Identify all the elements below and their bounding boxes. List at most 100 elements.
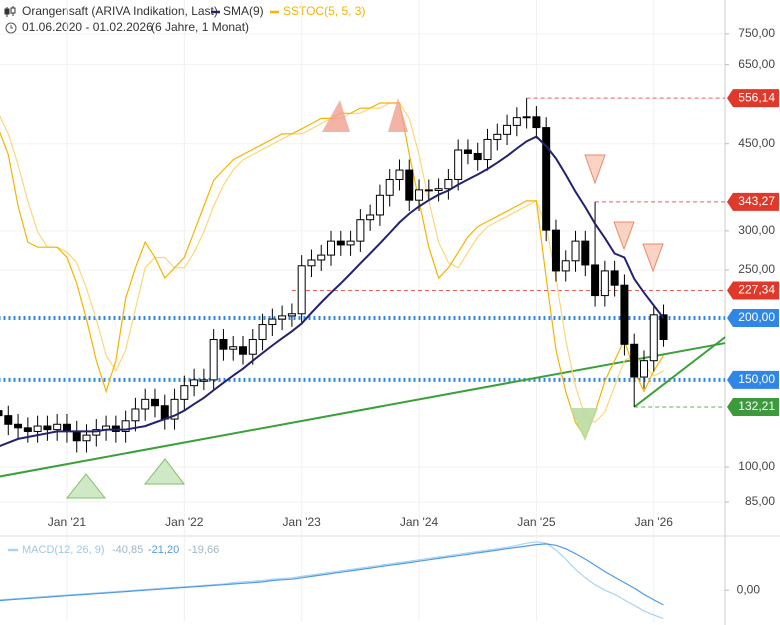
candle-body xyxy=(493,133,502,140)
candle-body xyxy=(336,240,345,246)
candle-body xyxy=(395,169,404,180)
candle-body xyxy=(317,254,326,261)
y-tick-label: 100,00 xyxy=(738,459,775,473)
candle-body xyxy=(591,264,600,297)
candle-body xyxy=(278,315,287,320)
period: 01.06.2020 - 01.02.2026 xyxy=(22,20,153,34)
candle-body xyxy=(522,116,531,119)
candle-body xyxy=(639,360,648,378)
candle-body xyxy=(532,116,541,129)
level-label: 200,00 xyxy=(738,310,775,324)
y-tick-label: 85,00 xyxy=(745,494,775,508)
candle-body xyxy=(581,240,590,266)
candle-body xyxy=(630,343,639,378)
x-tick-label: Jan '21 xyxy=(48,515,87,529)
header-icon xyxy=(4,6,16,17)
candle-body xyxy=(473,152,482,161)
candle-body xyxy=(297,265,306,315)
candle-body xyxy=(600,270,609,297)
candle-body xyxy=(53,423,62,431)
candle-body xyxy=(150,398,159,407)
candle-body xyxy=(248,338,257,355)
candle-body xyxy=(512,117,521,126)
x-tick-label: Jan '23 xyxy=(283,515,322,529)
candle-body xyxy=(551,229,560,272)
legend-entry: SSTOC(5, 5, 3) xyxy=(283,4,365,18)
candle-body xyxy=(610,270,619,286)
candle-body xyxy=(121,420,130,432)
candle-body xyxy=(659,314,668,340)
macd-line xyxy=(0,541,664,619)
level-label: 132,21 xyxy=(738,399,775,413)
level-box xyxy=(727,89,779,108)
candle-body xyxy=(43,425,52,431)
indicator-reading: -40,85 xyxy=(112,544,143,556)
candle-body xyxy=(620,284,629,345)
indicator-reading: -19,66 xyxy=(188,544,219,556)
level-box xyxy=(727,281,779,300)
candle-body xyxy=(219,338,228,350)
candle-body xyxy=(424,189,433,192)
candle-body xyxy=(199,379,208,382)
level-box xyxy=(727,192,779,211)
trendline xyxy=(0,342,726,478)
y-tick-label: 300,00 xyxy=(738,223,775,237)
candle-body xyxy=(444,178,453,190)
sma-line xyxy=(0,135,665,447)
candle-body xyxy=(4,415,13,425)
level-label: 150,00 xyxy=(738,372,775,386)
candle-body xyxy=(170,398,179,420)
candle-body xyxy=(434,188,443,191)
chart-title: Orangensaft (ARIVA Indikation, Last) xyxy=(22,4,218,18)
y-tick-label: 450,00 xyxy=(738,136,775,150)
candle-body xyxy=(62,423,71,432)
legend-entry: SMA(9) xyxy=(223,4,264,18)
candle-body xyxy=(160,405,169,420)
candle-body xyxy=(307,259,316,267)
y-tick-label: 650,00 xyxy=(738,57,775,71)
candle-body xyxy=(454,149,463,180)
period-span: (6 Jahre, 1 Monat) xyxy=(151,20,249,34)
candle-body xyxy=(327,240,336,256)
candle-body xyxy=(190,379,199,387)
candle-body xyxy=(561,260,570,272)
legend-entry: MACD(12, 26, 9) xyxy=(22,544,105,556)
candle-body xyxy=(483,138,492,161)
candle-body xyxy=(72,430,81,442)
macd-line xyxy=(0,543,664,606)
candle-body xyxy=(346,240,355,246)
candle-body xyxy=(287,313,296,317)
candle-body xyxy=(375,194,384,216)
candle-body xyxy=(82,434,91,442)
candle-body xyxy=(258,324,267,340)
level-label: 227,34 xyxy=(738,283,775,297)
candle-body xyxy=(356,219,365,242)
candle-body xyxy=(571,240,580,262)
level-box xyxy=(727,398,779,417)
x-tick-label: Jan '22 xyxy=(165,515,204,529)
level-box xyxy=(727,370,779,389)
candle-body xyxy=(14,423,23,429)
x-tick-label: Jan '26 xyxy=(635,515,674,529)
candle-body xyxy=(542,127,551,231)
candle-body xyxy=(268,318,277,326)
candle-body xyxy=(0,410,3,417)
candle-body xyxy=(463,149,472,154)
level-label: 556,14 xyxy=(738,90,775,104)
trendline xyxy=(633,336,726,408)
candle-body xyxy=(366,214,375,221)
candle-body xyxy=(180,385,189,400)
candle-body xyxy=(239,346,247,355)
candle-body xyxy=(649,314,658,362)
candle-body xyxy=(415,189,424,201)
x-tick-label: Jan '25 xyxy=(517,515,556,529)
y-tick-label: 250,00 xyxy=(738,262,775,276)
candle-body xyxy=(385,178,394,196)
signal-icons xyxy=(65,98,664,499)
clock-icon xyxy=(5,22,17,34)
y-tick-label: 750,00 xyxy=(738,26,775,40)
level-box xyxy=(727,309,779,328)
